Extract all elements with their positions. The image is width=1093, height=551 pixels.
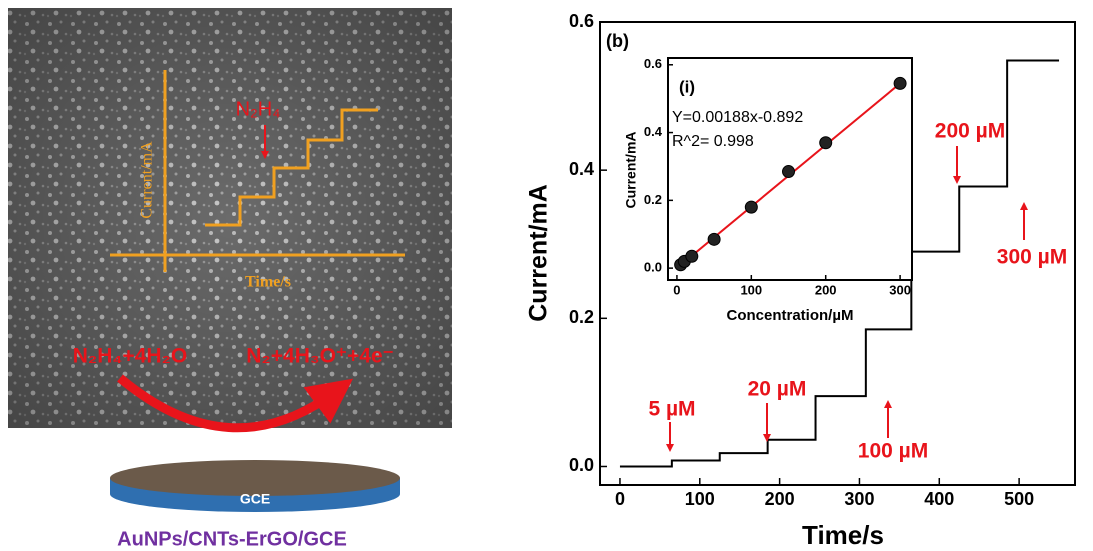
x-tick-label: 500 (1004, 489, 1034, 509)
y-tick-label: 0.4 (644, 124, 663, 139)
concentration-label: 5 µM (648, 398, 695, 421)
x-tick-label: 0 (615, 489, 625, 509)
x-tick-label: 100 (685, 489, 715, 509)
electrode: GCE AuNPs/CNTs-ErGO/GCE (110, 460, 400, 550)
x-tick-label: 200 (815, 282, 837, 297)
data-point (686, 250, 698, 262)
panel-label: (b) (606, 31, 629, 51)
x-tick-label: 300 (889, 282, 911, 297)
left-equation: N₂H₄+4H₂O (73, 345, 187, 368)
concentration-label: 100 µM (858, 440, 928, 463)
data-point (783, 166, 795, 178)
x-tick-label: 0 (673, 282, 680, 297)
y-axis-title: Current/mA (525, 184, 553, 322)
reactant-label: N₂H₄ (236, 98, 281, 120)
fit-equation: Y=0.00188x-0.892 (672, 109, 803, 126)
y-tick-label: 0.6 (644, 56, 662, 71)
y-axis-title: Current/mA (623, 131, 639, 208)
concentration-label: 300 µM (997, 246, 1067, 269)
y-tick-label: 0.0 (644, 260, 662, 275)
panel-label: (i) (679, 77, 695, 96)
electrode-label: GCE (240, 491, 270, 507)
schematic-x-label: Time/s (245, 274, 291, 291)
schematic-y-label: Current/mA (139, 141, 156, 219)
x-axis-title: Time/s (802, 520, 884, 550)
y-tick-label: 0.4 (569, 159, 594, 179)
r-squared: R^2= 0.998 (672, 133, 754, 150)
data-point (708, 233, 720, 245)
x-tick-label: 200 (765, 489, 795, 509)
data-point (745, 201, 757, 213)
y-tick-label: 0.2 (569, 307, 594, 327)
x-tick-label: 300 (844, 489, 874, 509)
x-tick-label: 100 (740, 282, 762, 297)
data-point (894, 77, 906, 89)
y-tick-label: 0.6 (569, 11, 594, 31)
caption: AuNPs/CNTs-ErGO/GCE (117, 528, 347, 550)
concentration-label: 200 µM (935, 120, 1005, 143)
sem-panel: N₂H₄ Current/mA Time/s N₂H₄+4H₂O N₂+4H₃O… (8, 8, 452, 428)
figure: N₂H₄ Current/mA Time/s N₂H₄+4H₂O N₂+4H₃O… (0, 0, 1093, 551)
x-tick-label: 400 (924, 489, 954, 509)
concentration-label: 20 µM (748, 378, 807, 401)
right-equation: N₂+4H₃O⁺+4e⁻ (246, 345, 393, 368)
x-axis-title: Concentration/µM (727, 307, 854, 324)
y-tick-label: 0.0 (569, 455, 594, 475)
y-tick-label: 0.2 (644, 192, 662, 207)
data-point (820, 137, 832, 149)
